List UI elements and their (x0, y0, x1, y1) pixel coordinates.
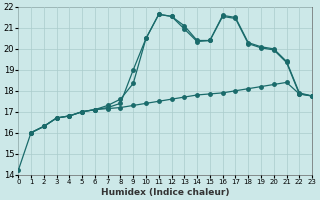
X-axis label: Humidex (Indice chaleur): Humidex (Indice chaleur) (101, 188, 229, 197)
